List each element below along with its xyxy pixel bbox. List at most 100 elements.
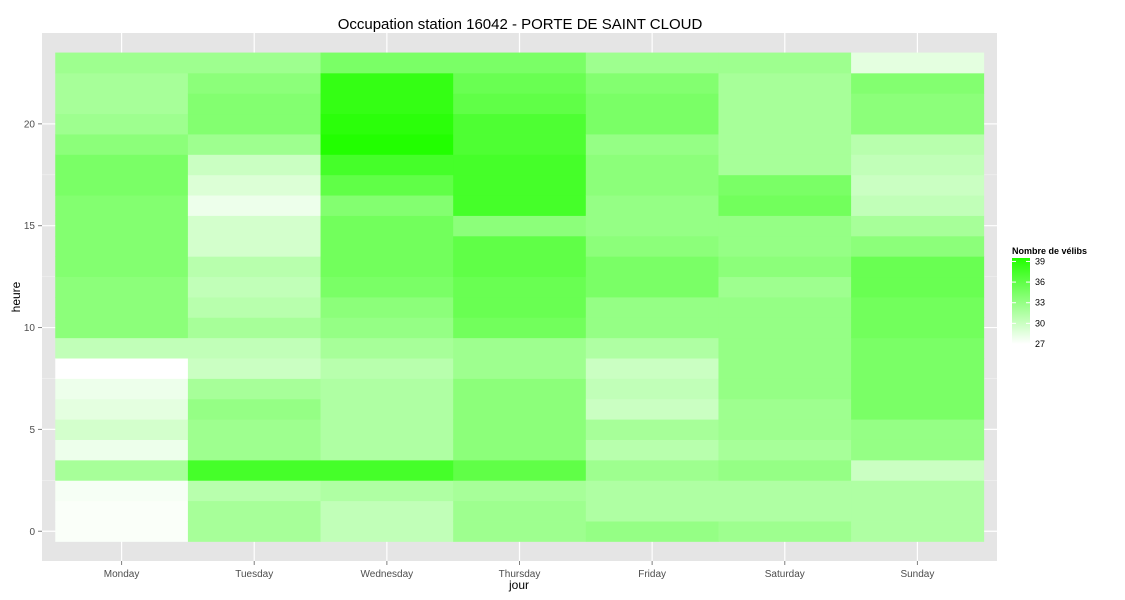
heatmap-cell bbox=[718, 215, 852, 237]
heatmap-cell bbox=[851, 358, 985, 379]
heatmap-cell bbox=[851, 378, 985, 400]
heatmap-cell bbox=[320, 113, 454, 135]
y-tick-label: 20 bbox=[24, 119, 36, 130]
heatmap-cell bbox=[851, 276, 985, 298]
heatmap-cell bbox=[55, 398, 189, 420]
heatmap-cell bbox=[585, 337, 719, 359]
heatmap-cell bbox=[320, 439, 454, 461]
heatmap-cell bbox=[718, 276, 852, 298]
heatmap-cell bbox=[55, 113, 189, 135]
heatmap-cell bbox=[718, 480, 852, 502]
heatmap-cell bbox=[851, 52, 985, 74]
heatmap-cell bbox=[585, 215, 719, 237]
heatmap-cell bbox=[320, 93, 454, 115]
y-tick-label: 15 bbox=[24, 221, 36, 232]
heatmap-cell bbox=[55, 93, 189, 115]
heatmap-cell bbox=[453, 154, 587, 176]
heatmap-cell bbox=[453, 500, 587, 522]
heatmap-cell bbox=[320, 154, 454, 176]
heatmap-cell bbox=[585, 358, 719, 379]
heatmap-cell bbox=[585, 174, 719, 196]
heatmap-cell bbox=[453, 439, 587, 461]
heatmap-cell bbox=[585, 419, 719, 440]
heatmap-cell bbox=[585, 398, 719, 420]
heatmap-cell bbox=[453, 337, 587, 359]
heatmap-cell bbox=[187, 256, 321, 278]
heatmap-cell bbox=[585, 72, 719, 94]
heatmap-cell bbox=[187, 215, 321, 237]
heatmap-cell bbox=[320, 52, 454, 74]
heatmap-cell bbox=[187, 398, 321, 420]
chart-title: Occupation station 16042 - PORTE DE SAIN… bbox=[338, 16, 703, 33]
heatmap-cell bbox=[453, 276, 587, 298]
heatmap-cell bbox=[585, 480, 719, 502]
heatmap-cell bbox=[585, 256, 719, 278]
heatmap-cell bbox=[718, 93, 852, 115]
heatmap-cell bbox=[55, 297, 189, 318]
heatmap-cell bbox=[718, 235, 852, 257]
heatmap-cell bbox=[187, 439, 321, 461]
y-tick-label: 0 bbox=[29, 527, 35, 538]
heatmap-cell bbox=[320, 297, 454, 318]
heatmap-cell bbox=[718, 256, 852, 278]
heatmap-cell bbox=[851, 398, 985, 420]
heatmap-cell bbox=[718, 72, 852, 94]
heatmap-cell bbox=[187, 93, 321, 115]
y-tick-label: 5 bbox=[29, 425, 35, 436]
heatmap-cell bbox=[453, 134, 587, 155]
heatmap-cell bbox=[585, 195, 719, 216]
heatmap-cell bbox=[851, 195, 985, 216]
heatmap-cell bbox=[320, 378, 454, 400]
heatmap-cell bbox=[320, 276, 454, 298]
heatmap-cell bbox=[187, 378, 321, 400]
heatmap-cell bbox=[453, 113, 587, 135]
legend-tick-label: 39 bbox=[1035, 256, 1045, 266]
heatmap-cell bbox=[453, 195, 587, 216]
heatmap-cell bbox=[851, 337, 985, 359]
heatmap-cell bbox=[718, 419, 852, 440]
heatmap-cell bbox=[55, 52, 189, 74]
heatmap-cell bbox=[320, 358, 454, 379]
heatmap-cell bbox=[453, 480, 587, 502]
heatmap-cell bbox=[453, 521, 587, 542]
heatmap-cell bbox=[187, 419, 321, 440]
heatmap-cell bbox=[718, 358, 852, 379]
heatmap-cell bbox=[453, 459, 587, 481]
heatmap-cell bbox=[187, 113, 321, 135]
heatmap-cell bbox=[187, 297, 321, 318]
heatmap-cell bbox=[851, 235, 985, 257]
heatmap-cell bbox=[187, 358, 321, 379]
heatmap-cell bbox=[585, 276, 719, 298]
heatmap-cell bbox=[851, 72, 985, 94]
heatmap-cell bbox=[320, 337, 454, 359]
heatmap-cell bbox=[718, 174, 852, 196]
heatmap-cell bbox=[55, 521, 189, 542]
legend-tick-label: 33 bbox=[1035, 298, 1045, 308]
heatmap-cell bbox=[187, 174, 321, 196]
heatmap-cell bbox=[718, 317, 852, 339]
heatmap-cell bbox=[453, 174, 587, 196]
heatmap-cell bbox=[585, 459, 719, 481]
heatmap-cell bbox=[55, 337, 189, 359]
heatmap-cell bbox=[55, 378, 189, 400]
heatmap-cell bbox=[585, 297, 719, 318]
heatmap-cell bbox=[55, 195, 189, 216]
heatmap-cell bbox=[187, 480, 321, 502]
heatmap-cell bbox=[55, 459, 189, 481]
heatmap-cell bbox=[718, 521, 852, 542]
x-tick-label: Sunday bbox=[900, 569, 934, 580]
heatmap-cell bbox=[851, 439, 985, 461]
heatmap-cell bbox=[851, 521, 985, 542]
heatmap-cell bbox=[585, 378, 719, 400]
heatmap-cell bbox=[187, 72, 321, 94]
heatmap-cell bbox=[55, 317, 189, 339]
heatmap-cell bbox=[851, 500, 985, 522]
heatmap-cell bbox=[187, 459, 321, 481]
heatmap-cell bbox=[718, 52, 852, 74]
heatmap-cell bbox=[718, 398, 852, 420]
heatmap-cell bbox=[320, 419, 454, 440]
heatmap-cell bbox=[851, 317, 985, 339]
heatmap-cell bbox=[187, 52, 321, 74]
y-axis-ticks: 0 5 10 15 20 bbox=[24, 119, 42, 538]
